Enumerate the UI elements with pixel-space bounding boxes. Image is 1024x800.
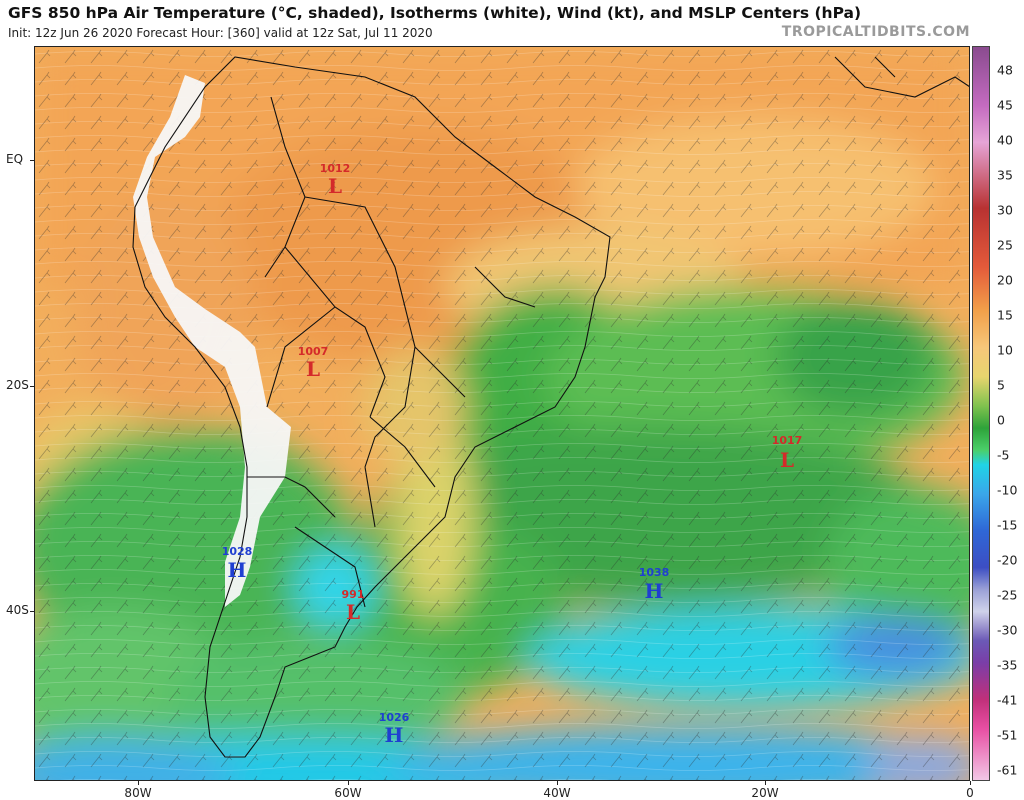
colorbar-label: 30	[997, 202, 1013, 218]
colorbar-label: 45	[997, 97, 1013, 113]
lat-label-eq: EQ	[6, 152, 24, 166]
colorbar-label: -20	[997, 552, 1018, 568]
colorbar-label: 48	[997, 62, 1013, 78]
colorbar-label: 35	[997, 167, 1013, 183]
lon-label-60w: 60W	[334, 786, 362, 800]
lat-label-40s: 40S	[6, 603, 29, 617]
center-value: 991	[342, 588, 365, 601]
lon-label-20w: 20W	[751, 786, 779, 800]
lat-tick	[30, 386, 34, 387]
low-pressure-letter: L	[780, 448, 794, 472]
lon-tick	[557, 781, 558, 785]
pressure-center-1028: 1028 H	[222, 545, 253, 582]
colorbar-label: 0	[997, 412, 1005, 428]
pressure-center-1026: 1026 H	[379, 711, 410, 747]
colorbar-label: -61	[997, 762, 1018, 778]
lon-label-80w: 80W	[124, 786, 152, 800]
low-pressure-letter: L	[328, 174, 342, 198]
colorbar-label: -25	[997, 587, 1018, 603]
pressure-center-1012: 1012 L	[320, 162, 351, 198]
center-value: 1007	[298, 345, 329, 358]
pressure-center-1038: 1038 H	[639, 566, 670, 603]
center-value: 1017	[772, 434, 803, 447]
lon-label-0: 0	[966, 786, 974, 800]
lon-tick	[138, 781, 139, 785]
colorbar-label: 25	[997, 237, 1013, 253]
colorbar-label: 10	[997, 342, 1013, 358]
colorbar-label: -15	[997, 517, 1018, 533]
lon-tick	[348, 781, 349, 785]
chart-subtitle: Init: 12z Jun 26 2020 Forecast Hour: [36…	[8, 26, 433, 40]
low-pressure-letter: L	[306, 357, 320, 381]
colorbar-label: -51	[997, 727, 1018, 743]
colorbar-label: 15	[997, 307, 1013, 323]
center-value: 1012	[320, 162, 351, 175]
lat-label-20s: 20S	[6, 378, 29, 392]
colorbar-label: 40	[997, 132, 1013, 148]
pressure-center-1017: 1017 L	[772, 434, 803, 472]
chart-title: GFS 850 hPa Air Temperature (°C, shaded)…	[8, 4, 862, 22]
lat-tick	[30, 160, 34, 161]
coastlines	[132, 56, 969, 758]
colorbar-label: -35	[997, 657, 1018, 673]
colorbar-label: -10	[997, 482, 1018, 498]
center-value: 1038	[639, 566, 670, 579]
low-pressure-letter: L	[346, 600, 360, 624]
pressure-center-1007: 1007 L	[298, 345, 329, 381]
center-value: 1026	[379, 711, 410, 724]
center-value: 1028	[222, 545, 253, 558]
temperature-colorbar	[972, 46, 990, 781]
colorbar-label: 5	[997, 377, 1005, 393]
high-pressure-letter: H	[645, 579, 664, 603]
high-pressure-letter: H	[228, 558, 247, 582]
colorbar-label: -5	[997, 447, 1010, 463]
lat-tick	[30, 611, 34, 612]
colorbar-label: 20	[997, 272, 1013, 288]
andes-terrain	[133, 75, 291, 607]
lon-tick	[970, 781, 971, 785]
map-canvas: 1012 L 1007 L 1017 L 991 L 1028 H 1038 H…	[35, 47, 969, 780]
high-pressure-letter: H	[385, 723, 404, 747]
pressure-center-991: 991 L	[342, 588, 365, 624]
temperature-map: 1012 L 1007 L 1017 L 991 L 1028 H 1038 H…	[34, 46, 970, 781]
colorbar-label: -41	[997, 692, 1018, 708]
colorbar-label: -30	[997, 622, 1018, 638]
site-watermark: TROPICALTIDBITS.COM	[781, 24, 970, 40]
lon-label-40w: 40W	[543, 786, 571, 800]
lon-tick	[765, 781, 766, 785]
wind-barbs	[35, 47, 969, 780]
